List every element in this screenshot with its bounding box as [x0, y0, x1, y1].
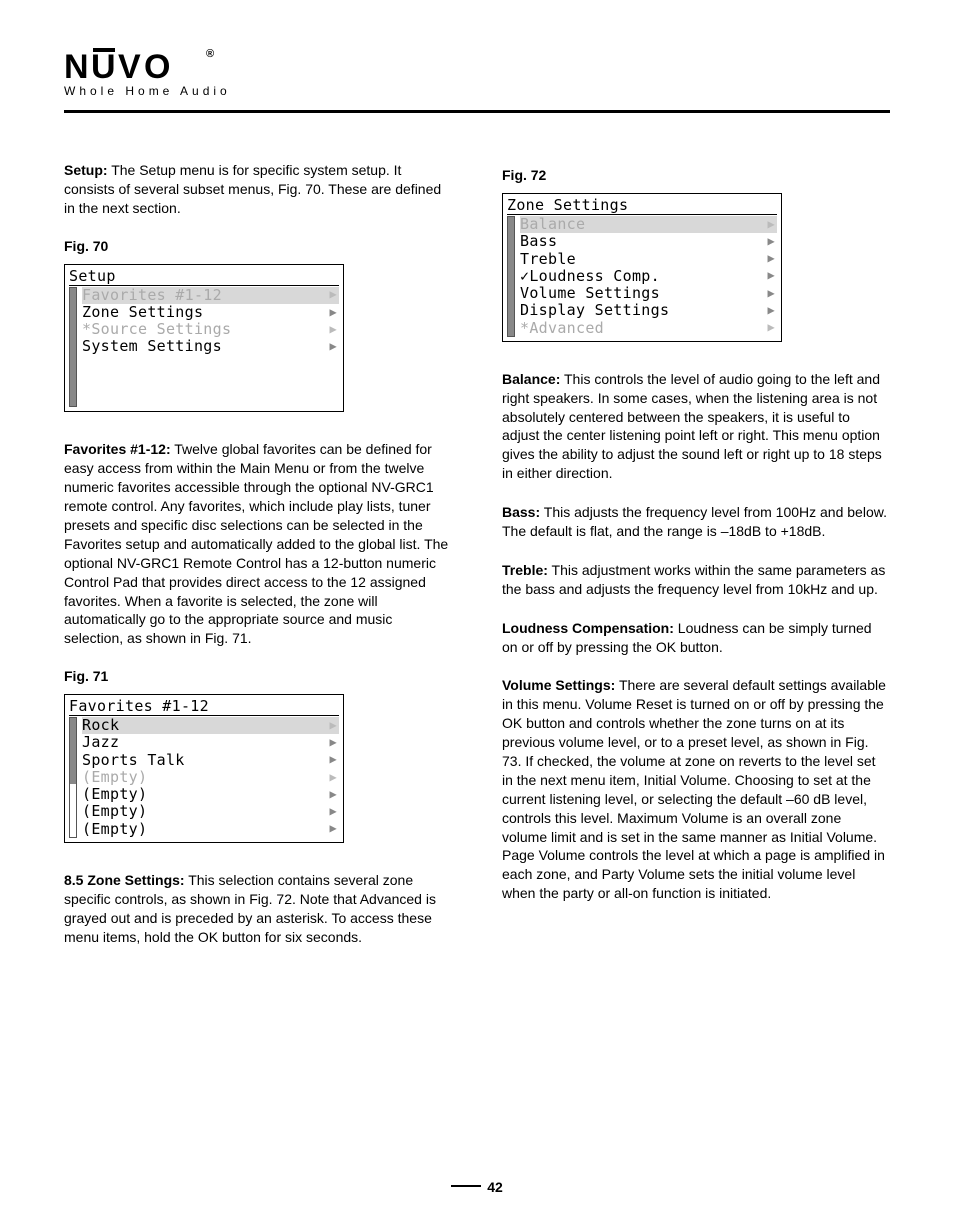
left-column: Setup: The Setup menu is for specific sy… [64, 161, 452, 967]
zone-settings-paragraph: 8.5 Zone Settings: This selection contai… [64, 871, 452, 947]
lcd-menu-item[interactable]: Volume Settings ▶ [520, 285, 777, 302]
chevron-right-icon: ▶ [329, 323, 337, 337]
lcd-menu-item[interactable]: Zone Settings ▶ [82, 304, 339, 321]
lcd-menu-item[interactable]: (Empty) ▶ [82, 786, 339, 803]
fig72-label: Fig. 72 [502, 167, 890, 183]
lcd-item-label: Zone Settings [82, 304, 203, 321]
logo: N U V O ® Whole Home Audio [64, 48, 890, 98]
lcd-item-label: System Settings [82, 338, 222, 355]
lcd-title: Zone Settings [507, 196, 777, 215]
lcd-item-label: Balance [520, 216, 585, 233]
lcd-menu-item[interactable]: (Empty) ▶ [82, 821, 339, 838]
setup-paragraph: Setup: The Setup menu is for specific sy… [64, 161, 452, 218]
fig70-screen: SetupFavorites #1-12▶Zone Settings▶*Sour… [64, 264, 344, 413]
lcd-title: Favorites #1-12 [69, 697, 339, 716]
lcd-item-label: Treble [520, 251, 576, 268]
page-number: 42 [487, 1179, 503, 1195]
lcd-scrollbar [507, 216, 515, 337]
lcd-item-label: (Empty) [82, 786, 147, 803]
nuvo-logo-icon: N U V O [64, 48, 204, 86]
lcd-menu-item[interactable]: Favorites #1-12 ▶ [82, 287, 339, 304]
lcd-item-label: Rock [82, 717, 119, 734]
logo-registered: ® [206, 48, 213, 60]
lcd-menu-item[interactable]: System Settings ▶ [82, 338, 339, 355]
fig70-label: Fig. 70 [64, 238, 452, 254]
fig72-screen: Zone SettingsBalance▶Bass▶Treble▶✓Loudne… [502, 193, 782, 342]
treble-paragraph: Treble: This adjustment works within the… [502, 561, 890, 599]
lcd-menu-item[interactable]: Balance ▶ [520, 216, 777, 233]
loudness-paragraph: Loudness Compensation: Loudness can be s… [502, 619, 890, 657]
chevron-right-icon: ▶ [329, 288, 337, 302]
lcd-title: Setup [69, 267, 339, 286]
lcd-menu-item[interactable]: Sports Talk ▶ [82, 752, 339, 769]
lcd-menu-item[interactable]: Bass ▶ [520, 233, 777, 250]
lcd-menu-item[interactable]: *Advanced ▶ [520, 320, 777, 337]
chevron-right-icon: ▶ [329, 340, 337, 354]
lcd-menu-item[interactable]: Treble ▶ [520, 251, 777, 268]
svg-text:U: U [91, 48, 115, 86]
lcd-scrollbar [69, 717, 77, 838]
lcd-item-label: *Source Settings [82, 321, 231, 338]
chevron-right-icon: ▶ [329, 788, 337, 802]
lcd-menu-item[interactable]: *Source Settings ▶ [82, 321, 339, 338]
favorites-paragraph: Favorites #1-12: Twelve global favorites… [64, 440, 452, 648]
svg-text:N: N [64, 48, 88, 86]
chevron-right-icon: ▶ [329, 771, 337, 785]
chevron-right-icon: ▶ [329, 719, 337, 733]
lcd-item-label: Display Settings [520, 302, 669, 319]
lcd-menu-item[interactable]: Rock ▶ [82, 717, 339, 734]
balance-paragraph: Balance: This controls the level of audi… [502, 370, 890, 483]
lcd-item-label: *Advanced [520, 320, 604, 337]
page-number-footer: 42 [0, 1179, 954, 1195]
lcd-menu-item[interactable]: Display Settings ▶ [520, 302, 777, 319]
bass-paragraph: Bass: This adjusts the frequency level f… [502, 503, 890, 541]
lcd-item-label: Jazz [82, 734, 119, 751]
logo-subtitle: Whole Home Audio [64, 84, 231, 98]
chevron-right-icon: ▶ [329, 736, 337, 750]
lcd-scrollbar [69, 287, 77, 408]
right-column: Fig. 72 Zone SettingsBalance▶Bass▶Treble… [502, 161, 890, 967]
lcd-item-label: Sports Talk [82, 752, 185, 769]
fig71-label: Fig. 71 [64, 668, 452, 684]
chevron-right-icon: ▶ [767, 218, 775, 232]
lcd-item-label: Favorites #1-12 [82, 287, 222, 304]
chevron-right-icon: ▶ [329, 822, 337, 836]
svg-text:V: V [118, 48, 141, 86]
chevron-right-icon: ▶ [767, 321, 775, 335]
lcd-item-label: (Empty) [82, 821, 147, 838]
lcd-menu-item[interactable]: (Empty) ▶ [82, 803, 339, 820]
chevron-right-icon: ▶ [329, 306, 337, 320]
lcd-item-label: (Empty) [82, 803, 147, 820]
lcd-item-label: Volume Settings [520, 285, 660, 302]
chevron-right-icon: ▶ [767, 269, 775, 283]
volume-settings-paragraph: Volume Settings: There are several defau… [502, 676, 890, 903]
chevron-right-icon: ▶ [329, 805, 337, 819]
chevron-right-icon: ▶ [329, 753, 337, 767]
chevron-right-icon: ▶ [767, 304, 775, 318]
lcd-menu-item[interactable]: Jazz ▶ [82, 734, 339, 751]
lcd-item-label: Bass [520, 233, 557, 250]
chevron-right-icon: ▶ [767, 235, 775, 249]
lcd-menu-item[interactable]: ✓Loudness Comp. ▶ [520, 268, 777, 285]
lcd-item-label: ✓Loudness Comp. [520, 268, 660, 285]
fig71-screen: Favorites #1-12Rock ▶ Jazz ▶ Sports Talk ▶ (E… [64, 694, 344, 843]
chevron-right-icon: ▶ [767, 252, 775, 266]
lcd-item-label: (Empty) [82, 769, 147, 786]
page-header: N U V O ® Whole Home Audio [64, 48, 890, 113]
lcd-menu-item[interactable]: (Empty) ▶ [82, 769, 339, 786]
chevron-right-icon: ▶ [767, 287, 775, 301]
